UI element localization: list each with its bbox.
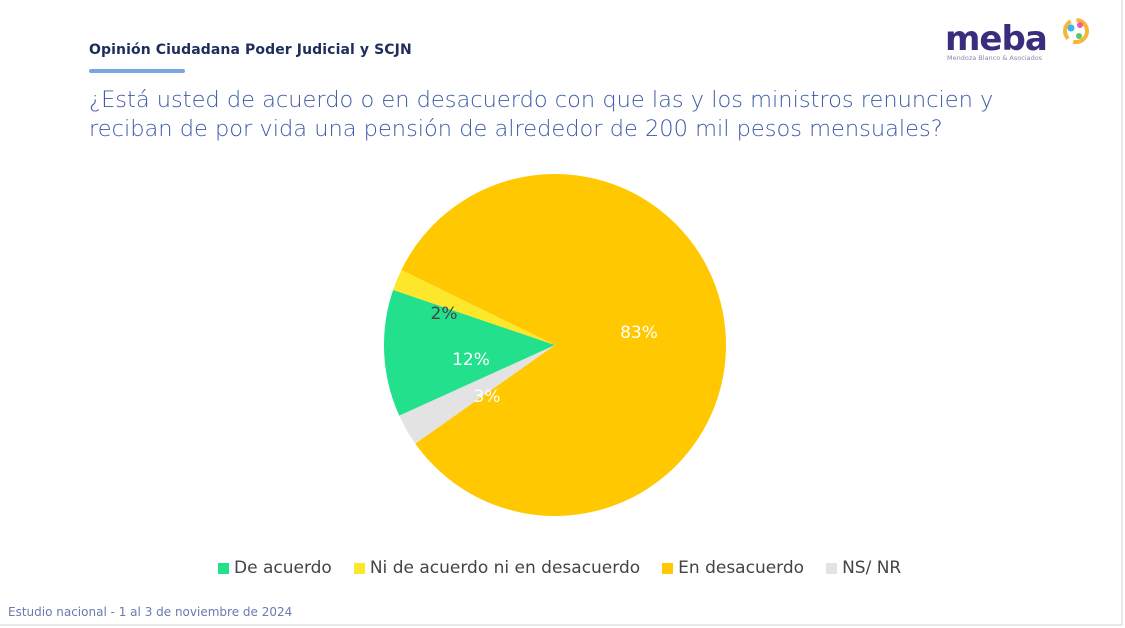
logo-subtitle: Mendoza Blanco & Asociados	[947, 54, 1043, 62]
legend-label: NS/ NR	[842, 558, 902, 578]
legend-item-de-acuerdo: De acuerdo	[218, 558, 332, 578]
header-underline	[89, 69, 185, 73]
legend-label: De acuerdo	[234, 558, 332, 578]
pie-label-ni-de-acuerdo-ni-en-desacuerdo: 2%	[431, 304, 458, 324]
pie-slice-de-acuerdo	[384, 289, 555, 416]
survey-question: ¿Está usted de acuerdo o en desacuerdo c…	[89, 87, 994, 142]
legend-swatch	[662, 562, 674, 574]
legend-swatch	[218, 562, 229, 574]
legend-swatch	[353, 562, 365, 574]
pie-label-en-desacuerdo: 83%	[620, 323, 658, 343]
legend-label: En desacuerdo	[678, 558, 805, 578]
meba-logo: meba Mendoza Blanco & Asociados	[940, 14, 1100, 64]
logo-wordmark: meba	[945, 19, 1048, 59]
chart-legend: De acuerdo Ni de acuerdo ni en desacuerdo…	[218, 558, 923, 578]
pie-label-de-acuerdo: 12%	[452, 350, 490, 370]
legend-item-en-desacuerdo: En desacuerdo	[662, 558, 804, 578]
pie-slice-en-desacuerdo	[401, 173, 726, 516]
footer-note: Estudio nacional - 1 al 3 de noviembre d…	[8, 605, 293, 619]
legend-item-ns-nr: NS/ NR	[826, 558, 901, 578]
legend-swatch	[826, 562, 838, 574]
pie-slice-ns-nr	[399, 345, 555, 444]
legend-label: Ni de acuerdo ni en desacuerdo	[369, 558, 641, 578]
pie-slice-ni-de-acuerdo-ni-en-desacuerdo	[393, 270, 555, 345]
legend-item-ni-de-acuerdo-ni-en-desacuerdo: Ni de acuerdo ni en desacuerdo	[353, 558, 641, 578]
pie-label-ns-nr: 3%	[474, 387, 501, 407]
header-title: Opinión Ciudadana Poder Judicial y SCJN	[89, 42, 412, 58]
logo-swirl-icon	[1063, 18, 1089, 44]
